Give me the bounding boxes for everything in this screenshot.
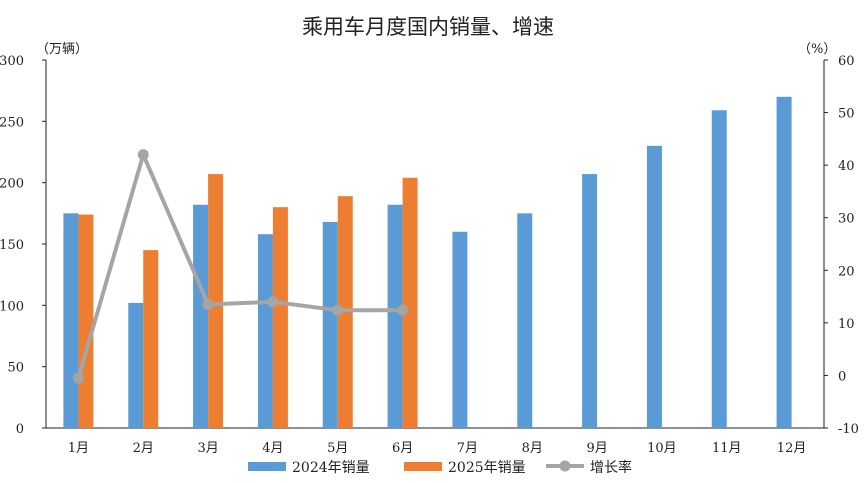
- bar-2024: [452, 231, 468, 428]
- bar-2025: [143, 250, 159, 428]
- x-tick-label: 9月: [586, 441, 607, 456]
- x-tick-label: 6月: [392, 441, 413, 456]
- right-tick-label: 20: [838, 264, 855, 279]
- bar-2024: [322, 221, 338, 428]
- x-tick-label: 1月: [68, 441, 89, 456]
- left-tick-label: 150: [0, 238, 24, 253]
- growth-line-group: [72, 149, 409, 384]
- right-tick-label: 50: [838, 107, 855, 122]
- right-axis-unit: （%）: [798, 42, 836, 57]
- left-axis-unit: （万辆）: [36, 42, 88, 57]
- bar-2024: [582, 174, 598, 428]
- growth-rate-point: [267, 296, 279, 308]
- bar-2024: [193, 204, 209, 428]
- bar-2025: [208, 174, 224, 428]
- left-tick-label: 250: [0, 115, 24, 130]
- legend-2024-label: 2024年销量: [292, 460, 370, 476]
- x-tick-label: 12月: [777, 441, 807, 456]
- right-tick-label: 0: [838, 369, 846, 384]
- legend-growth-swatch-marker: [559, 460, 571, 472]
- left-tick-label: 0: [16, 422, 24, 437]
- bar-2024: [711, 110, 727, 428]
- left-tick-label: 300: [0, 54, 24, 69]
- legend-2025-label: 2025年销量: [448, 460, 526, 476]
- left-tick-label: 50: [7, 361, 24, 376]
- left-tick-label: 200: [0, 177, 24, 192]
- x-tick-label: 3月: [197, 441, 218, 456]
- tick-labels-group: 0 50 100 150 200 250 300 -10 0 10 20 30 40 50 60 1月 2月 3月…: [0, 54, 859, 456]
- growth-rate-line: [76, 152, 403, 379]
- axes-group: [42, 59, 828, 429]
- bar-2024: [128, 302, 144, 428]
- bars-group: [63, 96, 792, 429]
- bar-2025: [402, 177, 418, 428]
- left-tick-label: 100: [0, 299, 24, 314]
- legend: 2024年销量 2025年销量 增长率: [248, 459, 632, 476]
- bar-2025: [272, 207, 288, 428]
- bar-2024: [387, 204, 403, 428]
- legend-growth-label: 增长率: [590, 459, 632, 476]
- x-tick-label: 7月: [457, 441, 478, 456]
- chart-title: 乘用车月度国内销量、增速: [302, 15, 554, 39]
- right-tick-label: 40: [838, 159, 855, 174]
- growth-rate-point: [72, 372, 84, 384]
- x-tick-label: 4月: [262, 441, 283, 456]
- right-tick-label: -10: [838, 422, 859, 437]
- right-tick-label: 10: [838, 317, 855, 332]
- growth-rate-point: [397, 304, 409, 316]
- bar-2024: [63, 213, 79, 428]
- bar-2025: [78, 214, 94, 428]
- growth-rate-point: [202, 298, 214, 310]
- x-tick-label: 10月: [647, 441, 677, 456]
- legend-2024-swatch: [248, 462, 286, 471]
- bar-2024: [776, 96, 792, 429]
- legend-2025-swatch: [404, 462, 442, 471]
- right-tick-label: 60: [838, 54, 855, 69]
- bar-2024: [646, 145, 662, 428]
- bar-2024: [257, 234, 273, 428]
- growth-rate-point: [332, 304, 344, 316]
- right-tick-label: 30: [838, 212, 855, 227]
- growth-rate-point: [137, 149, 149, 161]
- x-tick-label: 8月: [522, 441, 543, 456]
- bar-2024: [517, 213, 533, 428]
- x-tick-label: 5月: [327, 441, 348, 456]
- x-tick-label: 2月: [133, 441, 154, 456]
- x-tick-label: 11月: [712, 441, 742, 456]
